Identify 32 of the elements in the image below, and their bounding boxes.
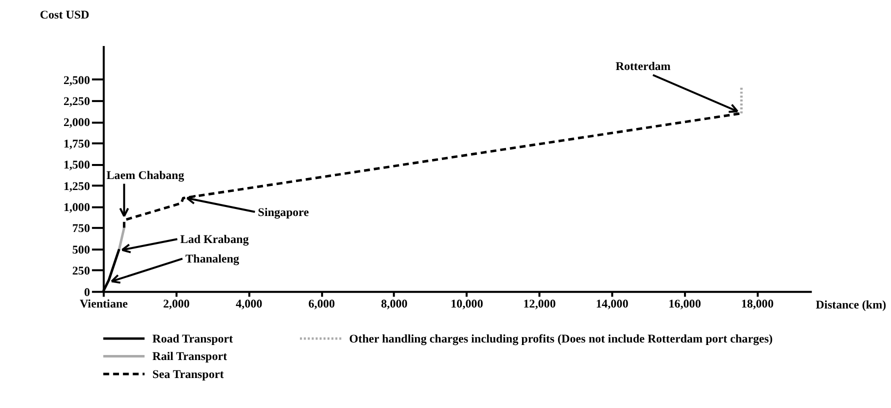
x-tick-label: 6,000 [308, 296, 335, 311]
x-tick-label: 16,000 [668, 296, 702, 311]
annotation: Laem Chabang [106, 168, 184, 182]
x-tick-label: 2,000 [163, 296, 190, 311]
y-tick-label: 250 [72, 264, 90, 278]
legend-label: Sea Transport [152, 366, 224, 381]
x-tick-label: 10,000 [450, 296, 484, 311]
legend-label: Road Transport [152, 332, 234, 346]
x-tick-label: 14,000 [596, 296, 628, 311]
y-tick-label: 2,000 [63, 115, 90, 130]
y-tick-label: 0 [84, 284, 90, 299]
y-tick-label: 2,250 [63, 94, 90, 108]
y-tick-label: 1,250 [63, 178, 90, 193]
x-tick-label: 18,000 [741, 296, 774, 311]
legend-label: Rail Transport [152, 349, 228, 364]
annotation: Lad Krabang [180, 232, 249, 246]
legend-label: Other handling charges including profits (Does not include Rotterdam port charges) [349, 332, 773, 346]
annotation: Thanaleng [185, 252, 240, 266]
annotation: Singapore [258, 204, 309, 219]
x-axis-title: Distance (km) [816, 298, 886, 312]
annotation: Rotterdam [616, 59, 671, 74]
y-tick-label: 1,000 [63, 200, 90, 214]
x-tick-label: 4,000 [236, 296, 262, 311]
y-tick-label: 750 [72, 221, 90, 236]
x-tick-label: Vientiane [80, 296, 128, 311]
x-tick-label: 12,000 [523, 296, 556, 311]
x-tick-label: 8,000 [380, 296, 408, 311]
y-tick-label: 1,500 [63, 158, 90, 172]
y-tick-label: 500 [72, 242, 90, 256]
y-axis-title: Cost USD [40, 7, 90, 22]
y-tick-label: 2,500 [63, 72, 90, 87]
y-tick-label: 1,750 [63, 136, 90, 150]
